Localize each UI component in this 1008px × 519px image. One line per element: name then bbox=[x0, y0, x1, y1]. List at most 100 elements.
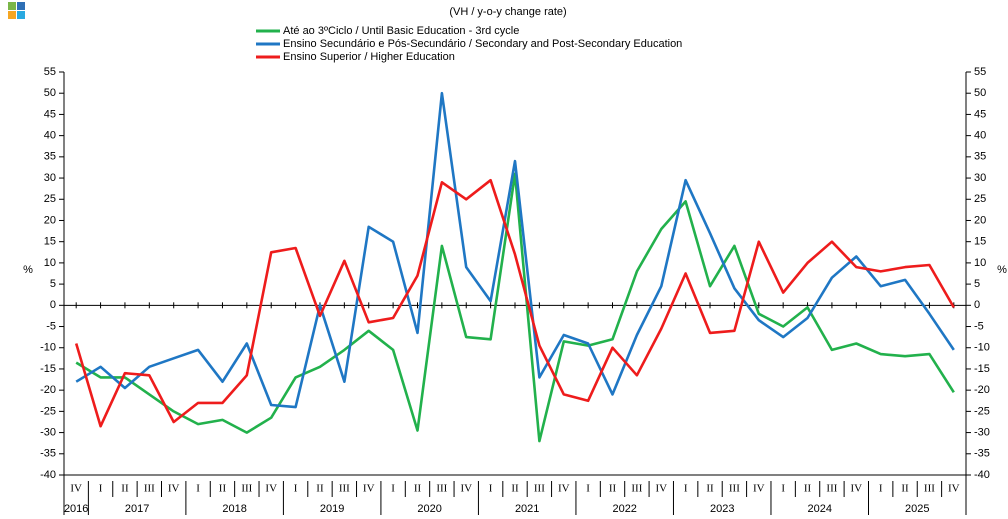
x-year-label: 2024 bbox=[807, 503, 831, 515]
y-tick-label: -30 bbox=[40, 426, 56, 438]
y2-tick-label: -10 bbox=[974, 342, 990, 354]
x-tick-label: II bbox=[804, 483, 812, 495]
x-year-label: 2019 bbox=[320, 503, 344, 515]
x-tick-label: IV bbox=[753, 483, 765, 495]
y2-tick-label: -35 bbox=[974, 448, 990, 460]
y-tick-label: 50 bbox=[44, 87, 56, 99]
y-tick-label: 0 bbox=[50, 299, 56, 311]
y2-tick-label: -15 bbox=[974, 363, 990, 375]
y2-tick-label: 50 bbox=[974, 87, 986, 99]
x-tick-label: IV bbox=[265, 483, 277, 495]
x-tick-label: II bbox=[609, 483, 617, 495]
y-tick-label: 25 bbox=[44, 193, 56, 205]
y-tick-label: -20 bbox=[40, 384, 56, 396]
x-tick-label: I bbox=[294, 483, 298, 495]
y-axis-label: % bbox=[23, 264, 33, 276]
x-tick-label: I bbox=[99, 483, 103, 495]
y2-tick-label: 30 bbox=[974, 172, 986, 184]
y-tick-label: -15 bbox=[40, 363, 56, 375]
logo bbox=[17, 11, 25, 19]
y2-tick-label: 5 bbox=[974, 278, 980, 290]
y-tick-label: -35 bbox=[40, 448, 56, 460]
y2-tick-label: 15 bbox=[974, 236, 986, 248]
x-tick-label: II bbox=[414, 483, 422, 495]
x-year-label: 2021 bbox=[515, 503, 539, 515]
x-tick-label: I bbox=[391, 483, 395, 495]
y2-tick-label: -20 bbox=[974, 384, 990, 396]
x-year-label: 2016 bbox=[64, 503, 88, 515]
logo bbox=[8, 2, 16, 10]
x-year-label: 2025 bbox=[905, 503, 929, 515]
x-year-label: 2020 bbox=[417, 503, 441, 515]
x-tick-label: IV bbox=[363, 483, 375, 495]
x-tick-label: IV bbox=[70, 483, 82, 495]
legend-label: Até ao 3ºCiclo / Until Basic Education -… bbox=[283, 25, 519, 37]
y-tick-label: 40 bbox=[44, 130, 56, 142]
x-year-label: 2018 bbox=[222, 503, 246, 515]
x-tick-label: IV bbox=[655, 483, 667, 495]
logo bbox=[8, 11, 16, 19]
x-tick-label: II bbox=[121, 483, 129, 495]
x-year-label: 2023 bbox=[710, 503, 734, 515]
y2-tick-label: 20 bbox=[974, 214, 986, 226]
y2-tick-label: -40 bbox=[974, 469, 990, 481]
y-tick-label: 45 bbox=[44, 108, 56, 120]
legend-label: Ensino Superior / Higher Education bbox=[283, 51, 455, 63]
legend-label: Ensino Secundário e Pós-Secundário / Sec… bbox=[283, 38, 682, 50]
y-tick-label: 30 bbox=[44, 172, 56, 184]
x-year-label: 2017 bbox=[125, 503, 149, 515]
y-tick-label: 15 bbox=[44, 236, 56, 248]
series-line bbox=[75, 91, 955, 409]
y2-tick-label: 55 bbox=[974, 66, 986, 78]
x-tick-label: III bbox=[241, 483, 252, 495]
y2-tick-label: -5 bbox=[974, 320, 984, 332]
y-tick-label: 5 bbox=[50, 278, 56, 290]
x-tick-label: III bbox=[631, 483, 642, 495]
x-tick-label: IV bbox=[558, 483, 570, 495]
y-tick-label: -40 bbox=[40, 469, 56, 481]
x-tick-label: I bbox=[879, 483, 883, 495]
x-tick-label: II bbox=[511, 483, 519, 495]
y2-tick-label: 0 bbox=[974, 299, 980, 311]
y-tick-label: 10 bbox=[44, 257, 56, 269]
x-tick-label: I bbox=[196, 483, 200, 495]
y2-tick-label: 10 bbox=[974, 257, 986, 269]
x-tick-label: I bbox=[684, 483, 688, 495]
y2-tick-label: 40 bbox=[974, 130, 986, 142]
y2-tick-label: 45 bbox=[974, 108, 986, 120]
x-tick-label: III bbox=[729, 483, 740, 495]
y2-tick-label: -30 bbox=[974, 426, 990, 438]
y-tick-label: 35 bbox=[44, 151, 56, 163]
x-tick-label: II bbox=[219, 483, 227, 495]
y-tick-label: -25 bbox=[40, 405, 56, 417]
x-tick-label: I bbox=[586, 483, 590, 495]
x-tick-label: II bbox=[901, 483, 909, 495]
x-year-label: 2022 bbox=[612, 503, 636, 515]
y-tick-label: 20 bbox=[44, 214, 56, 226]
subtitle: (VH / y-o-y change rate) bbox=[449, 6, 566, 18]
y-tick-label: -5 bbox=[46, 320, 56, 332]
y-tick-label: -10 bbox=[40, 342, 56, 354]
x-tick-label: III bbox=[436, 483, 447, 495]
x-tick-label: III bbox=[144, 483, 155, 495]
y-tick-label: 55 bbox=[44, 66, 56, 78]
x-tick-label: III bbox=[534, 483, 545, 495]
x-tick-label: III bbox=[339, 483, 350, 495]
x-tick-label: II bbox=[316, 483, 324, 495]
y2-tick-label: 35 bbox=[974, 151, 986, 163]
y2-tick-label: -25 bbox=[974, 405, 990, 417]
y2-axis-label: % bbox=[997, 264, 1007, 276]
x-tick-label: III bbox=[826, 483, 837, 495]
logo bbox=[17, 2, 25, 10]
y2-tick-label: 25 bbox=[974, 193, 986, 205]
x-tick-label: I bbox=[489, 483, 493, 495]
x-tick-label: I bbox=[781, 483, 785, 495]
x-tick-label: IV bbox=[948, 483, 960, 495]
x-tick-label: IV bbox=[168, 483, 180, 495]
series-line bbox=[75, 172, 955, 443]
x-tick-label: II bbox=[706, 483, 714, 495]
series-line bbox=[74, 178, 955, 428]
x-tick-label: III bbox=[924, 483, 935, 495]
x-tick-label: IV bbox=[850, 483, 862, 495]
